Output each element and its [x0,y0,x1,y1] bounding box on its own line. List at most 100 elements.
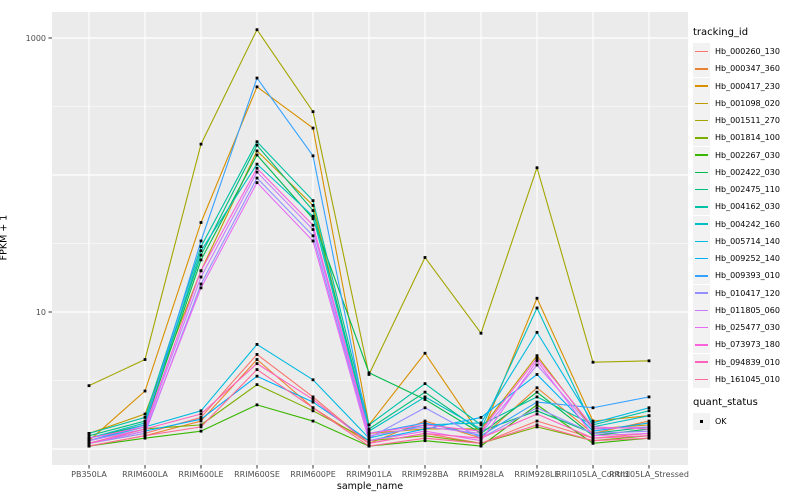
data-point [591,423,595,427]
legend-line-icon [695,309,708,312]
data-point [311,203,315,207]
data-point [199,275,203,279]
data-point [199,286,203,290]
legend-item: Hb_073973_180 [693,336,799,354]
legend-line-icon [695,188,708,191]
data-point [367,436,371,440]
data-point [87,431,91,435]
data-point [255,162,259,166]
x-tick-label: RRIM600LA [122,470,168,479]
legend-key-swatch [693,250,710,268]
data-point [423,427,427,431]
data-point [423,390,427,394]
legend-item-label: Hb_073973_180 [715,340,780,350]
data-point [255,143,259,147]
legend-line-icon [695,102,708,105]
data-point [199,282,203,286]
data-point [535,354,539,358]
legend-item-label: Hb_004162_030 [715,202,780,212]
legend-key-swatch [693,94,710,112]
data-point [143,436,147,440]
data-point [255,76,259,80]
legend-item: Hb_001814_100 [693,129,799,147]
data-point [367,427,371,431]
legend-line-icon [695,240,708,243]
legend-line-icon [695,85,708,87]
data-point [479,423,483,427]
data-point [311,228,315,231]
legend-item: Hb_000417_230 [693,77,799,95]
data-point [591,441,595,445]
data-point [199,417,203,421]
legend-key-swatch [693,198,710,216]
data-point [311,419,315,423]
data-point [647,409,651,413]
legend-line-icon [695,206,708,208]
shape-legend-title: quant_status [693,397,758,408]
data-point [143,434,147,438]
data-point [199,423,203,427]
legend-item: Hb_000347_360 [693,60,799,78]
legend-item-label: Hb_009393_010 [715,271,780,281]
legend-key-swatch [693,301,710,319]
legend-item: Hb_002267_030 [693,146,799,164]
quant-status-label: OK [715,417,727,427]
legend-item: Hb_161045_010 [693,370,799,388]
data-point [87,444,91,448]
data-point [423,429,427,433]
legend-line-icon [695,344,708,346]
data-point [143,431,147,435]
x-tick-label: RRIM600SE [234,470,280,479]
legend-key-swatch [693,129,710,147]
data-point [199,221,203,224]
data-point [311,199,315,203]
data-point [423,436,427,440]
legend-item: Hb_011805_060 [693,301,799,319]
legend-key-swatch [693,146,710,164]
legend-key-swatch [693,112,710,130]
data-point [647,434,651,438]
quant-status-item: OK [693,413,799,431]
x-tick-label: RRII105LA_Stressed [609,470,689,479]
legend-key-swatch [693,370,710,388]
x-tick-label: RRIM600LE [178,470,223,479]
legend-item: Hb_002422_030 [693,163,799,181]
data-point [479,429,483,433]
data-point [591,439,595,443]
legend-item: Hb_094839_010 [693,353,799,371]
data-point [647,406,651,410]
legend-key-swatch [693,413,710,431]
data-point [423,419,427,423]
data-point [143,427,147,431]
data-point [255,149,259,153]
data-point [143,389,147,393]
data-point [591,360,595,364]
data-point [199,419,203,423]
data-point [367,429,371,433]
data-point [311,214,315,218]
legend-key-swatch [693,60,710,78]
data-point [199,253,203,257]
data-point [367,444,371,448]
legend-item-label: Hb_000260_130 [715,47,780,57]
data-point [367,439,371,443]
y-tick-label: 1000 [26,34,46,43]
legend-item-label: Hb_002267_030 [715,150,780,160]
data-point [647,436,651,440]
x-tick-label: RRIM928LE [514,470,559,479]
legend-item-label: Hb_002475_110 [715,185,780,195]
data-point [535,330,539,334]
data-point [591,427,595,431]
data-point [311,378,315,382]
data-point [311,234,315,238]
shape-legend-items: OK [693,413,799,431]
legend-line-icon [695,275,708,277]
legend-key-swatch [693,163,710,181]
legend-key-swatch [693,267,710,285]
data-point [311,126,315,130]
data-point [479,441,483,445]
data-point [647,431,651,435]
legend-item-label: Hb_001814_100 [715,133,780,143]
x-tick-label: RRII105LA_Control [556,470,630,479]
data-point [255,374,259,378]
